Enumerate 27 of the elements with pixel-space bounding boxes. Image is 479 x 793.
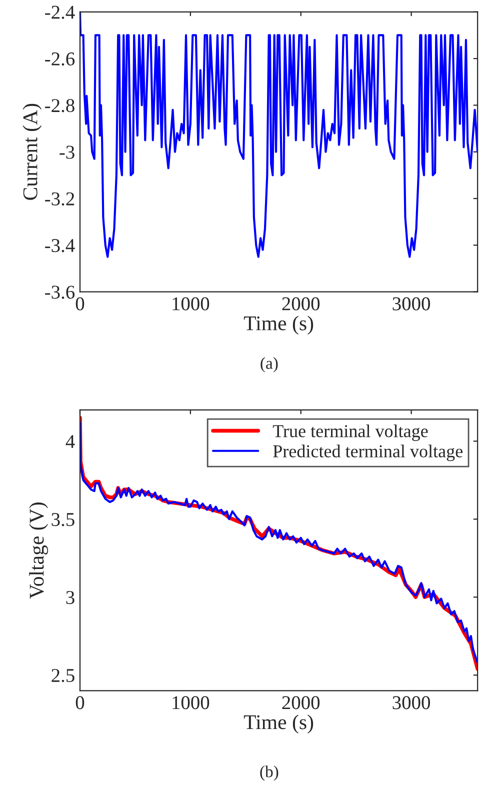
y-tick-label: -3.4 [45, 239, 75, 252]
legend-label: True terminal voltage [272, 424, 428, 441]
x-tick-label: 2000 [282, 297, 320, 310]
x-tick-label: 1000 [172, 297, 210, 310]
y-tick-label: -2.4 [45, 6, 75, 19]
y-axis-title: Current (A) [22, 104, 42, 200]
y-tick-label: -3 [60, 146, 74, 159]
text: (a) [260, 357, 278, 372]
x-tick-label: 1000 [172, 696, 210, 710]
y-tick-label: 4 [66, 435, 75, 448]
y-tick-label: 3.5 [52, 513, 74, 526]
y-tick-label: -3.2 [45, 192, 74, 206]
x-tick-label: 3000 [392, 297, 430, 310]
x-axis-title: Time (s) [244, 714, 314, 734]
y-tick-label: 2.5 [52, 668, 74, 682]
y-tick-label: 3 [66, 591, 74, 604]
legend-label: Predicted terminal voltage [273, 444, 462, 462]
x-tick-label: 2000 [282, 696, 320, 710]
x-axis-title: Time (s) [244, 316, 314, 335]
x-tick-label: 0 [76, 297, 84, 310]
x-tick-label: 3000 [392, 696, 430, 710]
y-tick-label: -2.8 [45, 99, 74, 112]
text: (b) [260, 766, 278, 781]
y-axis-title: Voltage (V) [29, 502, 48, 599]
x-tick-label: 0 [76, 696, 84, 710]
y-tick-label: -2.6 [45, 52, 75, 66]
y-tick-label: -3.6 [45, 286, 75, 299]
